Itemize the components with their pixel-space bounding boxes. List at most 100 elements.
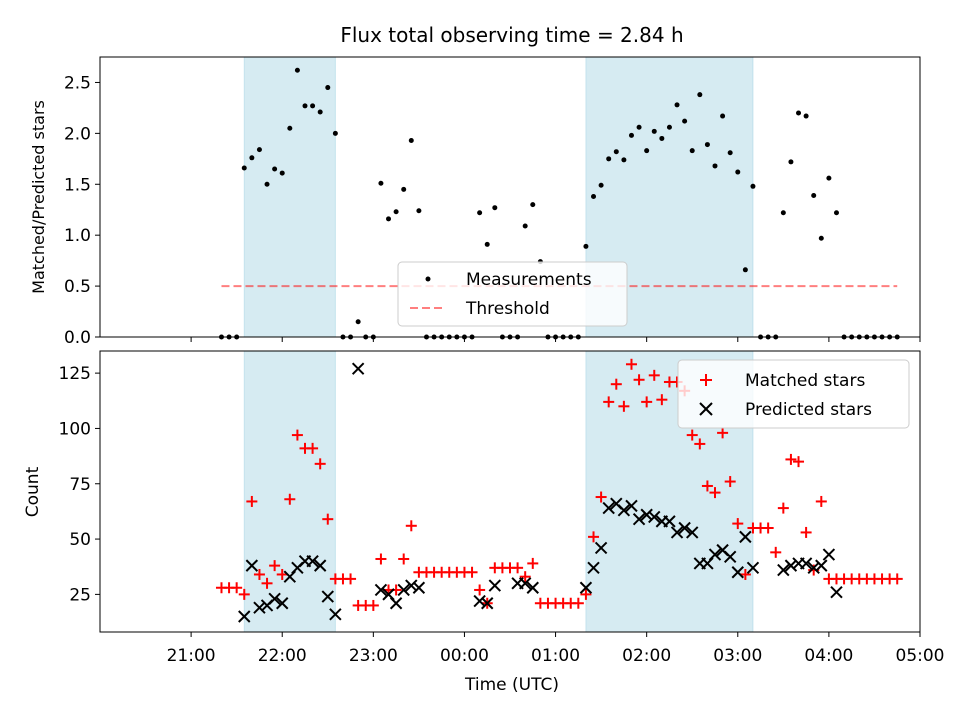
- measurement-point: [636, 124, 642, 130]
- measurement-point: [408, 137, 414, 143]
- matched-star-point: [314, 458, 326, 470]
- measurement-point: [735, 169, 741, 175]
- matched-star-point: [770, 546, 782, 558]
- predicted-star-point: [329, 608, 342, 621]
- bottom-y-tick-label: 100: [59, 419, 91, 439]
- matched-star-point: [595, 491, 607, 503]
- measurement-point: [249, 155, 255, 161]
- matched-star-point: [307, 442, 319, 454]
- matched-star-point: [367, 599, 379, 611]
- bottom-panel: 25 50 75 100 125 21:00 22:00 23:00 00:00 01:00 02…: [23, 350, 945, 695]
- x-tick-label: 02:00: [622, 646, 671, 666]
- predicted-star-point: [663, 515, 676, 528]
- measurement-point: [613, 149, 619, 155]
- measurement-point: [302, 103, 308, 109]
- predicted-star-point: [238, 610, 251, 623]
- matched-star-point: [405, 520, 417, 532]
- chart-title: Flux total observing time = 2.84 h: [340, 23, 683, 47]
- top-y-axis-label: Matched/Predicted stars: [29, 100, 48, 294]
- matched-star-point: [785, 453, 797, 465]
- predicted-star-point: [587, 561, 600, 575]
- x-tick-label: 01:00: [531, 646, 580, 666]
- measurement-point: [682, 118, 688, 124]
- matched-star-point: [732, 518, 744, 530]
- measurement-point: [689, 148, 695, 154]
- predicted-star-point: [686, 526, 699, 539]
- measurement-point: [628, 132, 634, 138]
- bottom-axes-frame: [99, 350, 921, 633]
- predicted-star-point: [739, 530, 752, 544]
- matched-star-point: [762, 522, 774, 534]
- measurement-point: [386, 216, 392, 222]
- predicted-star-point: [374, 583, 388, 597]
- predicted-star-point: [784, 559, 798, 572]
- predicted-star-point: [306, 554, 319, 568]
- measurement-point: [484, 241, 490, 247]
- predicted-star-point: [731, 566, 744, 579]
- matched-star-point: [701, 480, 713, 492]
- matched-star-point: [588, 531, 600, 543]
- predicted-star-point: [389, 597, 403, 610]
- matched-star-point: [572, 597, 584, 609]
- measurement-point: [583, 243, 589, 249]
- measurement-point: [401, 186, 407, 192]
- matched-star-point: [618, 400, 630, 412]
- measurement-point: [674, 102, 680, 108]
- matched-star-point: [519, 571, 531, 583]
- measurement-point: [704, 142, 710, 148]
- measurement-point: [818, 235, 824, 241]
- predicted-star-point: [526, 581, 539, 594]
- predicted-star-point: [777, 563, 790, 577]
- predicted-star-point: [822, 548, 836, 561]
- matched-star-point: [603, 396, 615, 408]
- predicted-star-point: [678, 521, 691, 535]
- bottom-y-tick-label: 125: [59, 364, 91, 384]
- matched-star-point: [466, 566, 478, 578]
- legend-predicted-marker: [699, 402, 713, 416]
- measurement-point: [727, 150, 733, 156]
- x-tick-label: 21:00: [167, 646, 216, 666]
- predicted-star-point: [268, 592, 281, 606]
- predicted-star-point: [617, 504, 631, 517]
- top-y-tick-label: 1.5: [64, 175, 91, 195]
- matched-star-point: [633, 374, 645, 386]
- matched-star-point: [717, 427, 729, 439]
- measurement-point: [492, 205, 498, 211]
- matched-star-point: [815, 495, 827, 507]
- measurement-point: [325, 85, 331, 91]
- matched-star-point: [625, 358, 637, 370]
- top-axes-frame: [99, 56, 921, 338]
- matched-star-point: [474, 584, 486, 596]
- matched-star-point: [739, 568, 751, 580]
- predicted-star-point: [245, 559, 259, 572]
- top-y-tick-label: 0.0: [64, 328, 91, 348]
- legend-threshold-label: Threshold: [465, 299, 550, 319]
- measurement-point: [644, 148, 650, 154]
- measurement-point: [256, 147, 262, 153]
- matched-star-point: [512, 562, 524, 574]
- shaded-region: [243, 56, 336, 338]
- x-tick-label: 03:00: [713, 646, 762, 666]
- x-tick-label: 04:00: [804, 646, 853, 666]
- x-tick-label: 05:00: [896, 646, 945, 666]
- predicted-star-point: [625, 499, 638, 513]
- predicted-star-point: [602, 501, 615, 515]
- measurement-point: [279, 170, 285, 176]
- legend-measurements-marker: [425, 276, 431, 282]
- matched-star-point: [724, 476, 736, 488]
- matched-star-point: [375, 553, 387, 565]
- measurement-point: [378, 180, 384, 186]
- matched-star-point: [641, 396, 653, 408]
- matched-star-point: [231, 582, 243, 594]
- measurement-point: [606, 156, 612, 162]
- predicted-star-point: [405, 579, 418, 592]
- predicted-star-point: [397, 583, 410, 597]
- matched-star-point: [648, 369, 660, 381]
- matched-star-point: [777, 502, 789, 514]
- measurement-point: [621, 157, 627, 163]
- measurement-point: [712, 163, 718, 169]
- legend-measurements-label: Measurements: [466, 270, 592, 290]
- measurement-point: [591, 193, 597, 199]
- measurement-point: [720, 113, 726, 119]
